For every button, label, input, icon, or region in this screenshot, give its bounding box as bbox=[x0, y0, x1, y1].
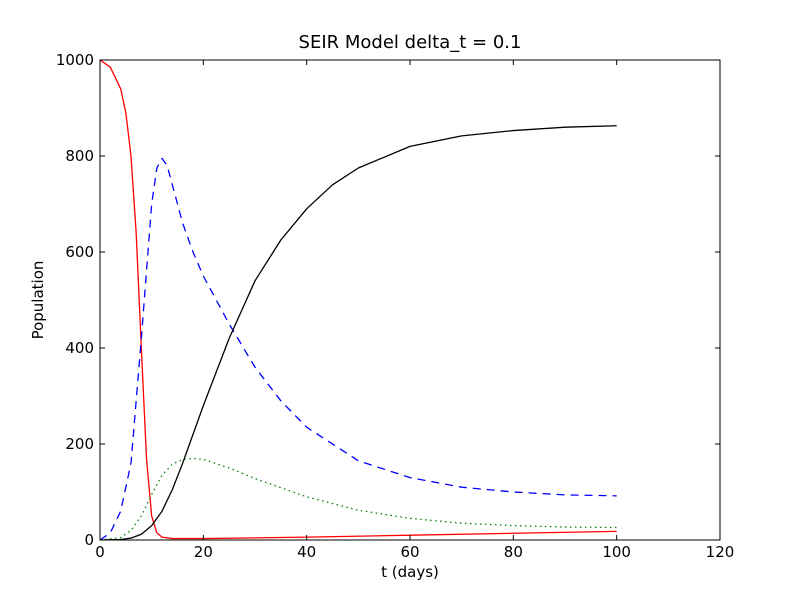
series-line-1 bbox=[100, 157, 617, 540]
x-tick-label: 120 bbox=[706, 543, 735, 561]
x-axis-label: t (days) bbox=[381, 563, 439, 581]
x-tick-label: 100 bbox=[602, 543, 631, 561]
tick-labels-layer: 0 20 40 60 80 100 120 0 200 400 600 800 1000 bbox=[56, 51, 735, 561]
plot-frame bbox=[99, 59, 721, 541]
ticks-layer bbox=[99, 59, 721, 541]
series-line-0 bbox=[100, 60, 617, 540]
y-tick-label: 800 bbox=[65, 147, 94, 165]
series-line-3 bbox=[100, 125, 617, 540]
x-tick-label: 40 bbox=[297, 543, 316, 561]
chart-title: SEIR Model delta_t = 0.1 bbox=[299, 32, 522, 53]
y-tick-label: 600 bbox=[65, 243, 94, 261]
x-tick-label: 60 bbox=[400, 543, 419, 561]
y-tick-label: 1000 bbox=[56, 51, 94, 69]
x-tick-label: 20 bbox=[194, 543, 213, 561]
series-line-2 bbox=[100, 457, 617, 540]
y-tick-label: 0 bbox=[84, 531, 94, 549]
series-layer bbox=[100, 60, 617, 540]
y-axis-label: Population bbox=[29, 261, 47, 340]
x-tick-label: 0 bbox=[95, 543, 105, 561]
y-tick-label: 400 bbox=[65, 339, 94, 357]
y-tick-label: 200 bbox=[65, 435, 94, 453]
x-tick-label: 80 bbox=[504, 543, 523, 561]
